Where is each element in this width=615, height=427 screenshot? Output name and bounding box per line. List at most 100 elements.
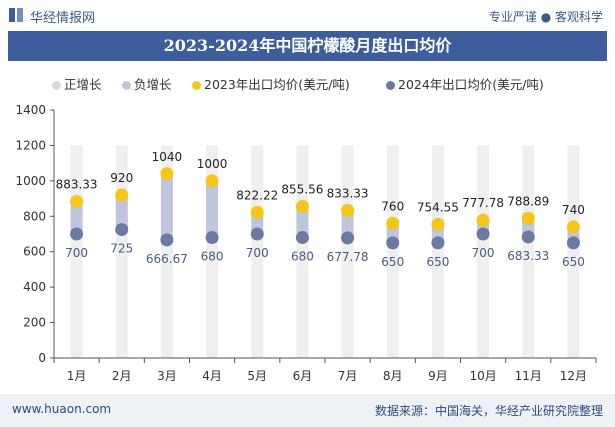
point-2024	[476, 227, 490, 241]
point-2023	[205, 174, 219, 188]
data-label-2024: 700	[246, 246, 269, 260]
site-name: 华经情报网	[30, 11, 96, 26]
point-2024	[566, 236, 580, 250]
point-2023	[566, 220, 580, 234]
data-label-2024: 680	[291, 250, 314, 264]
chart-canvas: 0 200 400 600 800 1000 1200 1400 1月 2月 3月 4月 5月 6月 7月 8…	[15, 103, 597, 383]
data-label-2023: 760	[381, 199, 404, 213]
legend-label-2023: 2023年出口均价(美元/吨)	[204, 77, 350, 92]
change-bar	[70, 201, 83, 234]
point-2023	[160, 167, 174, 181]
data-label-2023: 883.33	[56, 178, 98, 192]
y-tick-label: 200	[23, 316, 46, 330]
column-band	[431, 145, 444, 358]
legend-negative-growth: 负增长	[122, 74, 172, 93]
tagline: 专业严谨 ● 客观科学	[488, 10, 603, 24]
legend-swatch-2023	[192, 81, 201, 90]
legend-swatch-positive	[52, 81, 61, 90]
change-bar	[115, 195, 128, 230]
y-tick-label: 800	[23, 209, 46, 223]
point-2024	[295, 231, 309, 245]
data-label-2023: 740	[562, 203, 585, 217]
point-2024	[250, 227, 264, 241]
y-tick-label: 1400	[15, 103, 46, 117]
change-bar	[296, 206, 309, 238]
y-tick-label: 1200	[15, 138, 46, 152]
y-tick-label: 600	[23, 245, 46, 259]
point-2024	[431, 236, 445, 250]
top-bar: 华经情报网 专业严谨 ● 客观科学	[0, 0, 615, 30]
point-2024	[341, 231, 355, 245]
x-tick-label: 9月	[428, 369, 448, 383]
data-label-2024: 650	[426, 255, 449, 269]
x-tick-label: 1月	[67, 369, 87, 383]
point-2023	[431, 217, 445, 231]
x-tick-label: 2月	[112, 369, 132, 383]
data-label-2023: 1000	[197, 157, 228, 171]
data-label-2023: 788.89	[507, 194, 549, 208]
chart-title: 2023-2024年中国柠檬酸月度出口均价	[163, 36, 452, 55]
point-2023	[476, 213, 490, 227]
title-bar: 2023-2024年中国柠檬酸月度出口均价	[8, 31, 607, 61]
point-2023	[521, 211, 535, 225]
data-label-2024: 677.78	[327, 250, 369, 264]
column-band	[567, 145, 580, 358]
data-label-2024: 725	[110, 242, 133, 256]
data-label-2024: 650	[562, 255, 585, 269]
data-label-2024: 680	[201, 250, 224, 264]
point-2024	[521, 230, 535, 244]
x-tick-label: 11月	[515, 369, 542, 383]
point-2023	[70, 195, 84, 209]
point-2023	[295, 199, 309, 213]
y-tick-label: 400	[23, 280, 46, 294]
column-band	[296, 145, 309, 358]
data-label-2023: 833.33	[327, 186, 369, 200]
data-label-2024: 666.67	[146, 252, 188, 266]
x-tick-label: 8月	[383, 369, 403, 383]
legend-swatch-negative	[122, 81, 131, 90]
data-label-2023: 754.55	[417, 200, 459, 214]
legend-positive-growth: 正增长	[52, 74, 102, 93]
data-label-2023: 777.78	[462, 196, 504, 210]
change-bar	[206, 180, 219, 238]
change-bar	[160, 173, 173, 240]
footer-url: www.huaon.com	[12, 402, 112, 416]
point-2024	[115, 223, 129, 237]
huajing-logo-icon	[9, 8, 23, 22]
data-label-2023: 822.22	[236, 188, 278, 202]
data-label-2024: 700	[65, 246, 88, 260]
x-tick-label: 5月	[247, 369, 267, 383]
y-tick-label: 1000	[15, 174, 46, 188]
x-tick-label: 6月	[293, 369, 313, 383]
data-label-2024: 683.33	[507, 249, 549, 263]
x-tick-label: 3月	[157, 369, 177, 383]
legend-label-positive: 正增长	[64, 77, 102, 92]
data-label-2024: 700	[472, 246, 495, 260]
legend-series-2023: 2023年出口均价(美元/吨)	[192, 74, 350, 93]
point-2024	[70, 227, 84, 241]
legend-label-negative: 负增长	[134, 77, 172, 92]
change-bar	[341, 210, 354, 238]
x-tick-label: 4月	[202, 369, 222, 383]
column-band	[341, 145, 354, 358]
data-label-2023: 1040	[152, 150, 183, 164]
data-label-2023: 855.56	[281, 182, 323, 196]
point-2023	[250, 205, 264, 219]
x-tick-label: 10月	[469, 369, 496, 383]
legend-swatch-2024	[386, 81, 395, 90]
footer: www.huaon.com 数据来源：中国海关，华经产业研究院整理	[0, 394, 615, 427]
point-2024	[386, 236, 400, 250]
column-band	[386, 145, 399, 358]
point-2024	[205, 231, 219, 245]
column-band	[251, 145, 264, 358]
data-label-2023: 920	[110, 171, 133, 185]
column-band	[477, 145, 490, 358]
point-2023	[386, 216, 400, 230]
y-tick-label: 0	[38, 351, 46, 365]
legend-label-2024: 2024年出口均价(美元/吨)	[398, 77, 544, 92]
point-2023	[115, 188, 129, 202]
x-tick-label: 7月	[338, 369, 358, 383]
point-2023	[341, 203, 355, 217]
point-2024	[160, 233, 174, 247]
data-label-2024: 650	[381, 255, 404, 269]
